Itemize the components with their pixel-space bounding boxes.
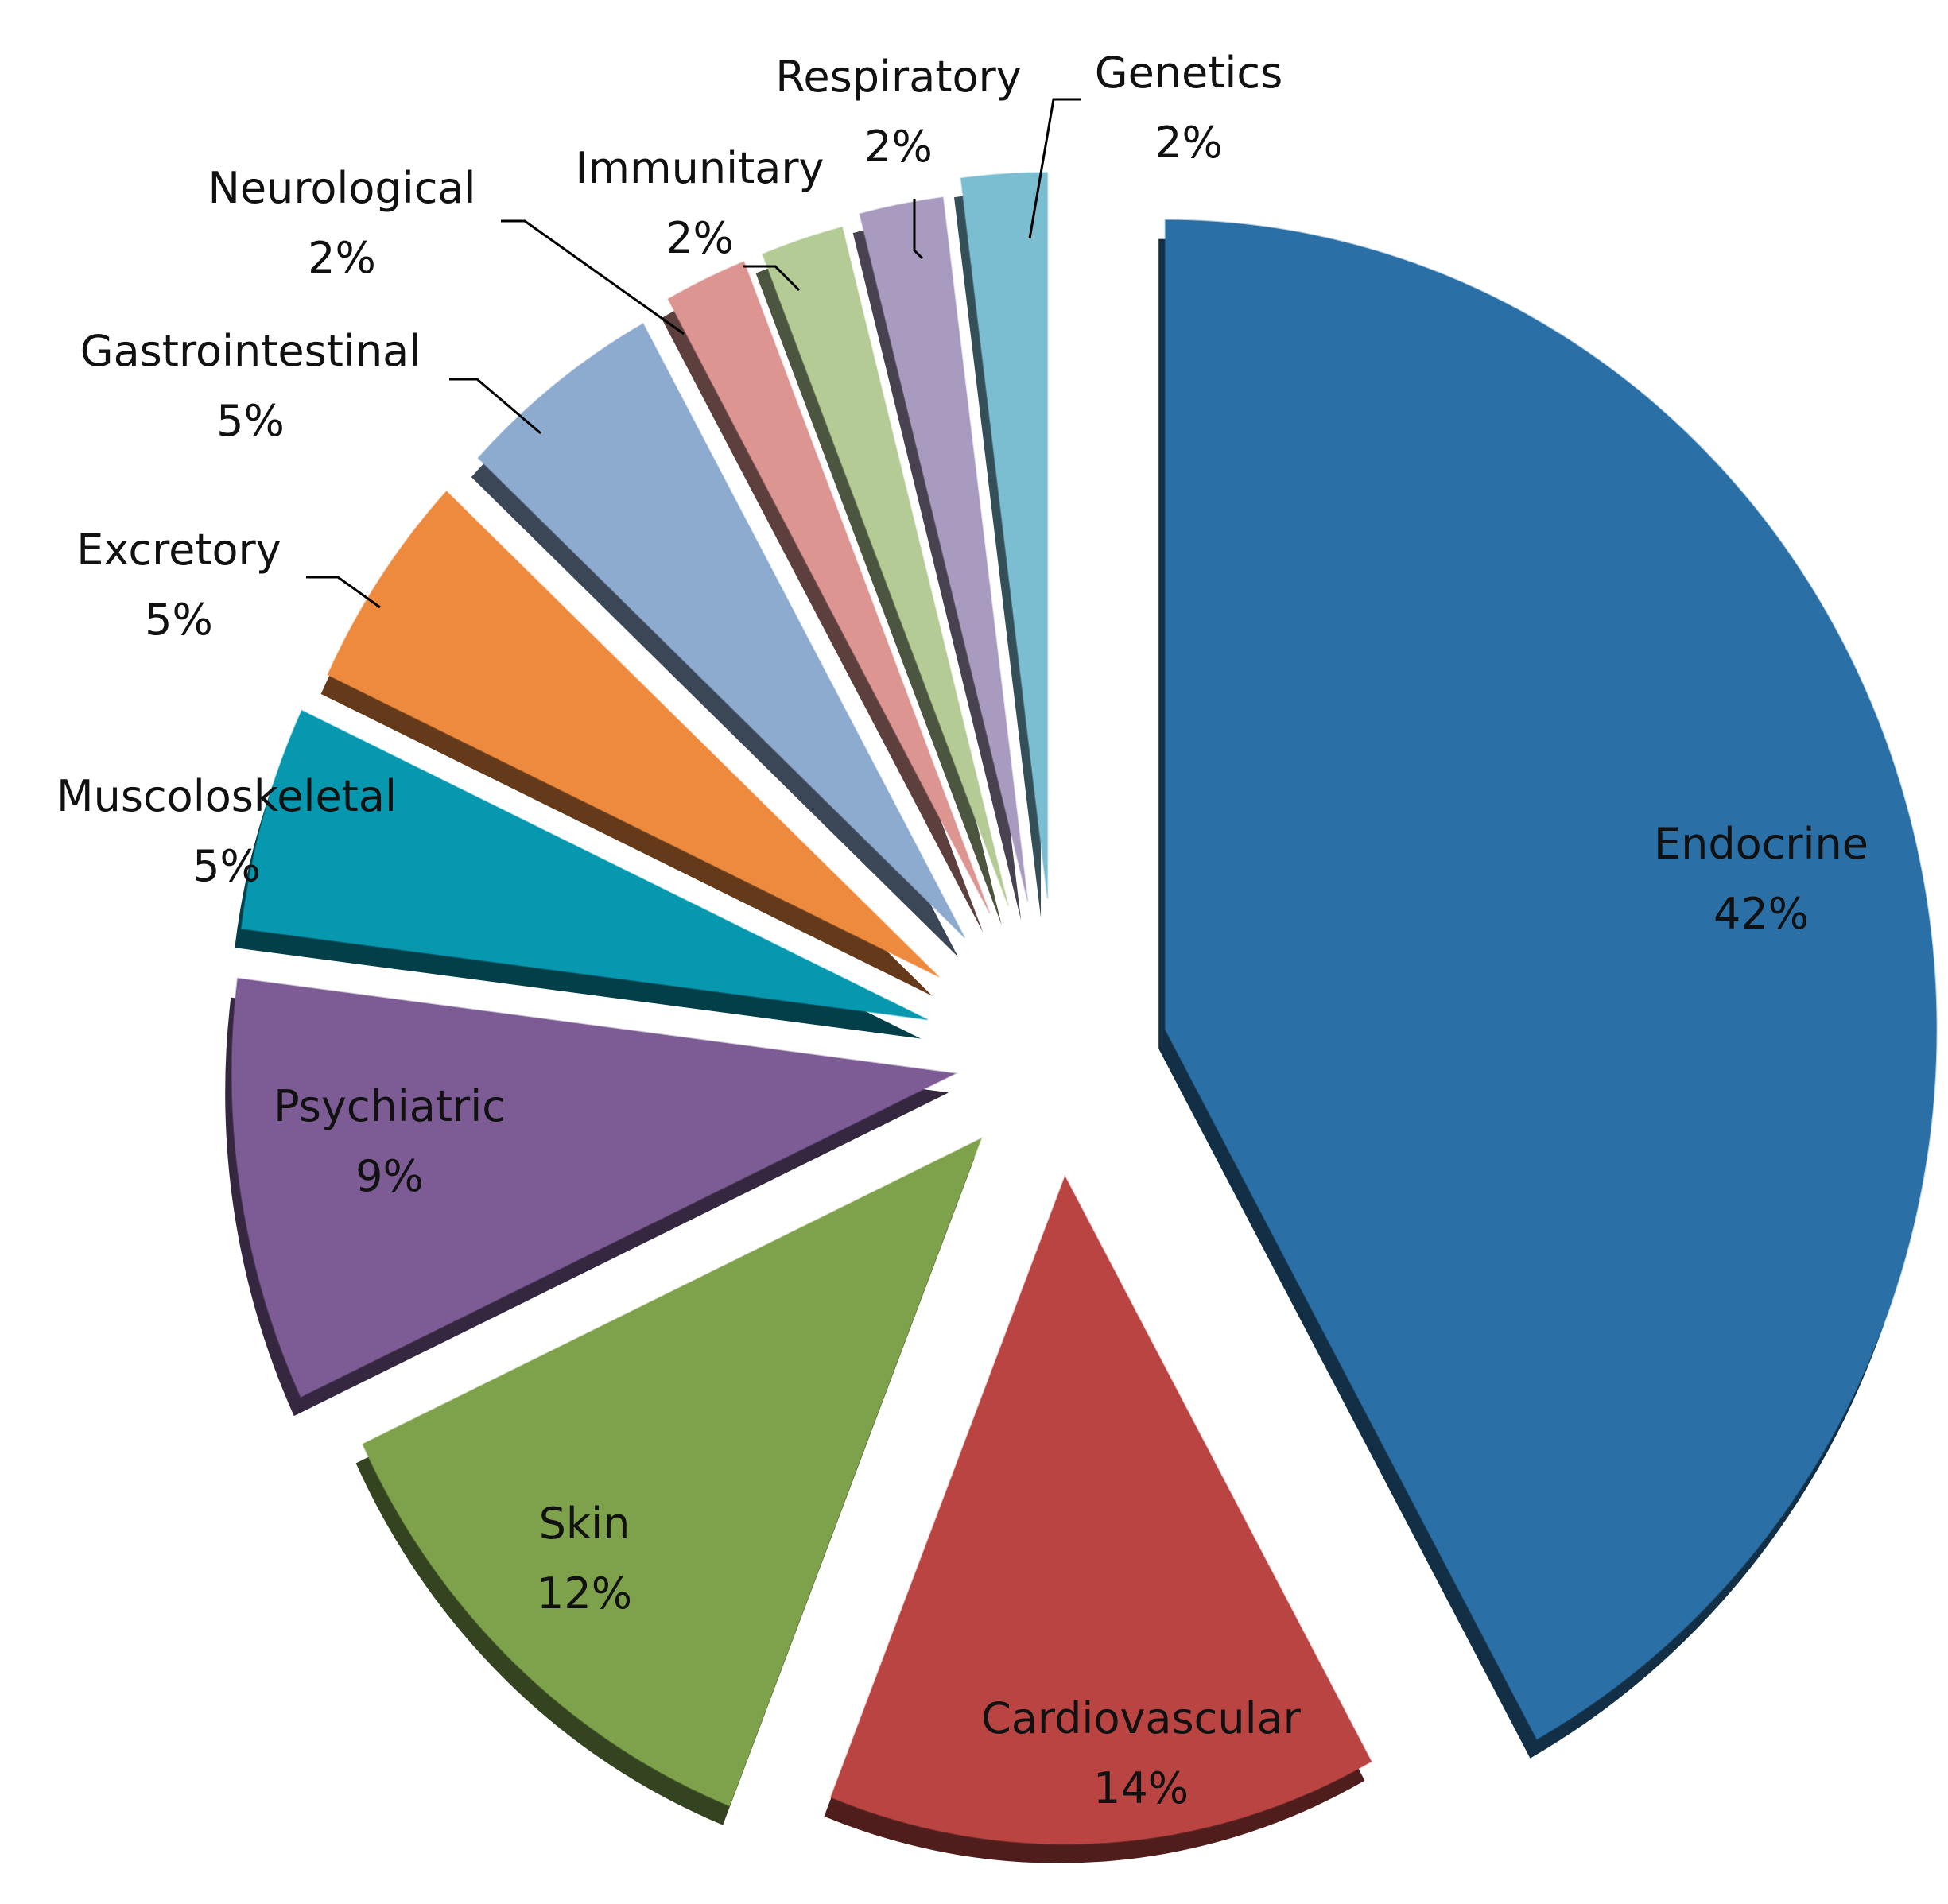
slice-face-cardiovascular [829,1174,1373,1845]
label-name-endocrine: Endocrine [1654,819,1868,869]
slice-face-psychiatric [231,977,958,1398]
label-value-genetics: 2% [1154,118,1223,168]
leader-neurological [501,219,685,335]
leader-lines [306,98,1081,609]
leader-respiratory [913,199,924,260]
slice-side-respiratory [852,216,1022,921]
slice-face-respiratory [858,196,1029,902]
label-name-muscoloskeletal: Muscoloskeletal [56,771,397,821]
label-respiratory: Respiratory 2% [775,52,1021,172]
slice-gastrointestinal [471,322,966,957]
label-muscoloskeletal: Muscoloskeletal 5% [56,771,397,891]
label-name-genetics: Genetics [1095,48,1283,98]
label-value-cardiovascular: 14% [1093,1763,1189,1813]
label-name-psychiatric: Psychiatric [274,1081,506,1131]
slice-face-skin [361,1137,983,1807]
label-name-gastrointestinal: Gastrointestinal [80,326,421,376]
label-name-respiratory: Respiratory [775,52,1021,102]
slice-endocrine [1158,219,1938,1759]
label-value-neurological: 2% [308,233,376,283]
label-psychiatric: Psychiatric 9% [274,1081,506,1201]
leader-immunitary [743,265,801,292]
label-cardiovascular: Cardiovascular 14% [981,1693,1302,1813]
slice-face-gastrointestinal [476,322,966,939]
slice-face-genetics [960,171,1049,899]
slice-muscoloskeletal [235,709,929,1039]
label-excretory: Excretory 5% [76,525,281,645]
slice-face-endocrine [1164,219,1938,1741]
label-value-respiratory: 2% [864,122,933,172]
leader-gastrointestinal [449,378,541,435]
slice-face-muscoloskeletal [240,709,929,1021]
label-name-cardiovascular: Cardiovascular [981,1693,1302,1743]
slice-face-neurological [666,260,991,914]
slice-respiratory [852,196,1029,921]
label-value-skin: 12% [537,1569,632,1619]
label-value-excretory: 5% [145,595,213,645]
label-neurological: Neurological 2% [208,163,476,283]
label-endocrine: Endocrine 42% [1654,819,1868,939]
label-value-psychiatric: 9% [355,1151,424,1201]
label-name-immunitary: Immunitary [575,143,824,193]
label-name-excretory: Excretory [76,525,281,575]
label-gastrointestinal: Gastrointestinal 5% [80,326,421,446]
label-value-immunitary: 2% [666,213,734,263]
label-value-endocrine: 42% [1713,889,1809,939]
slice-labels: Endocrine 42% Cardiovascular 14% Skin 12% Psyc… [56,48,1868,1813]
slice-excretory [320,490,940,996]
leader-excretory [306,576,381,609]
slice-skin [355,1137,983,1825]
label-immunitary: Immunitary 2% [575,143,824,263]
label-skin: Skin 12% [537,1499,632,1619]
slice-side-neurological [661,280,984,933]
slice-cardiovascular [824,1174,1373,1863]
label-name-skin: Skin [539,1499,631,1549]
slice-face-immunitary [761,226,1010,907]
slices-layer [225,171,1938,1863]
slice-side-immunitary [755,246,1002,925]
label-name-neurological: Neurological [208,163,476,213]
slice-neurological [661,260,991,933]
slice-immunitary [755,226,1010,925]
label-genetics: Genetics 2% [1095,48,1283,168]
slice-genetics [954,171,1049,918]
label-value-gastrointestinal: 5% [216,396,285,446]
slice-face-excretory [326,490,940,978]
label-value-muscoloskeletal: 5% [192,841,261,891]
leader-genetics [1028,98,1081,239]
slice-psychiatric [225,977,958,1417]
